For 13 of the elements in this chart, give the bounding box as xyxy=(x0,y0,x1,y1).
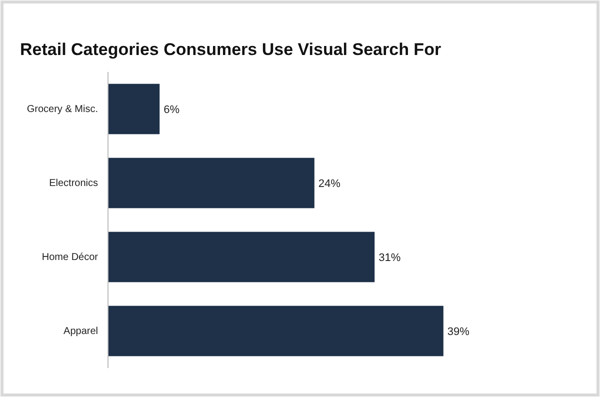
data-label: 6% xyxy=(164,104,180,116)
y-tick-label: Home Décor xyxy=(42,252,99,264)
bar xyxy=(108,84,160,134)
data-label: 39% xyxy=(447,326,470,338)
bar xyxy=(108,306,444,356)
chart-title: Retail Categories Consumers Use Visual Search For xyxy=(20,40,442,59)
y-tick-label: Electronics xyxy=(49,178,98,190)
data-label: 24% xyxy=(318,178,341,190)
y-tick-label: Grocery & Misc. xyxy=(26,104,98,116)
bar xyxy=(108,158,314,208)
bar xyxy=(108,232,375,282)
y-tick-label: Apparel xyxy=(64,326,98,338)
data-label: 31% xyxy=(378,252,401,264)
